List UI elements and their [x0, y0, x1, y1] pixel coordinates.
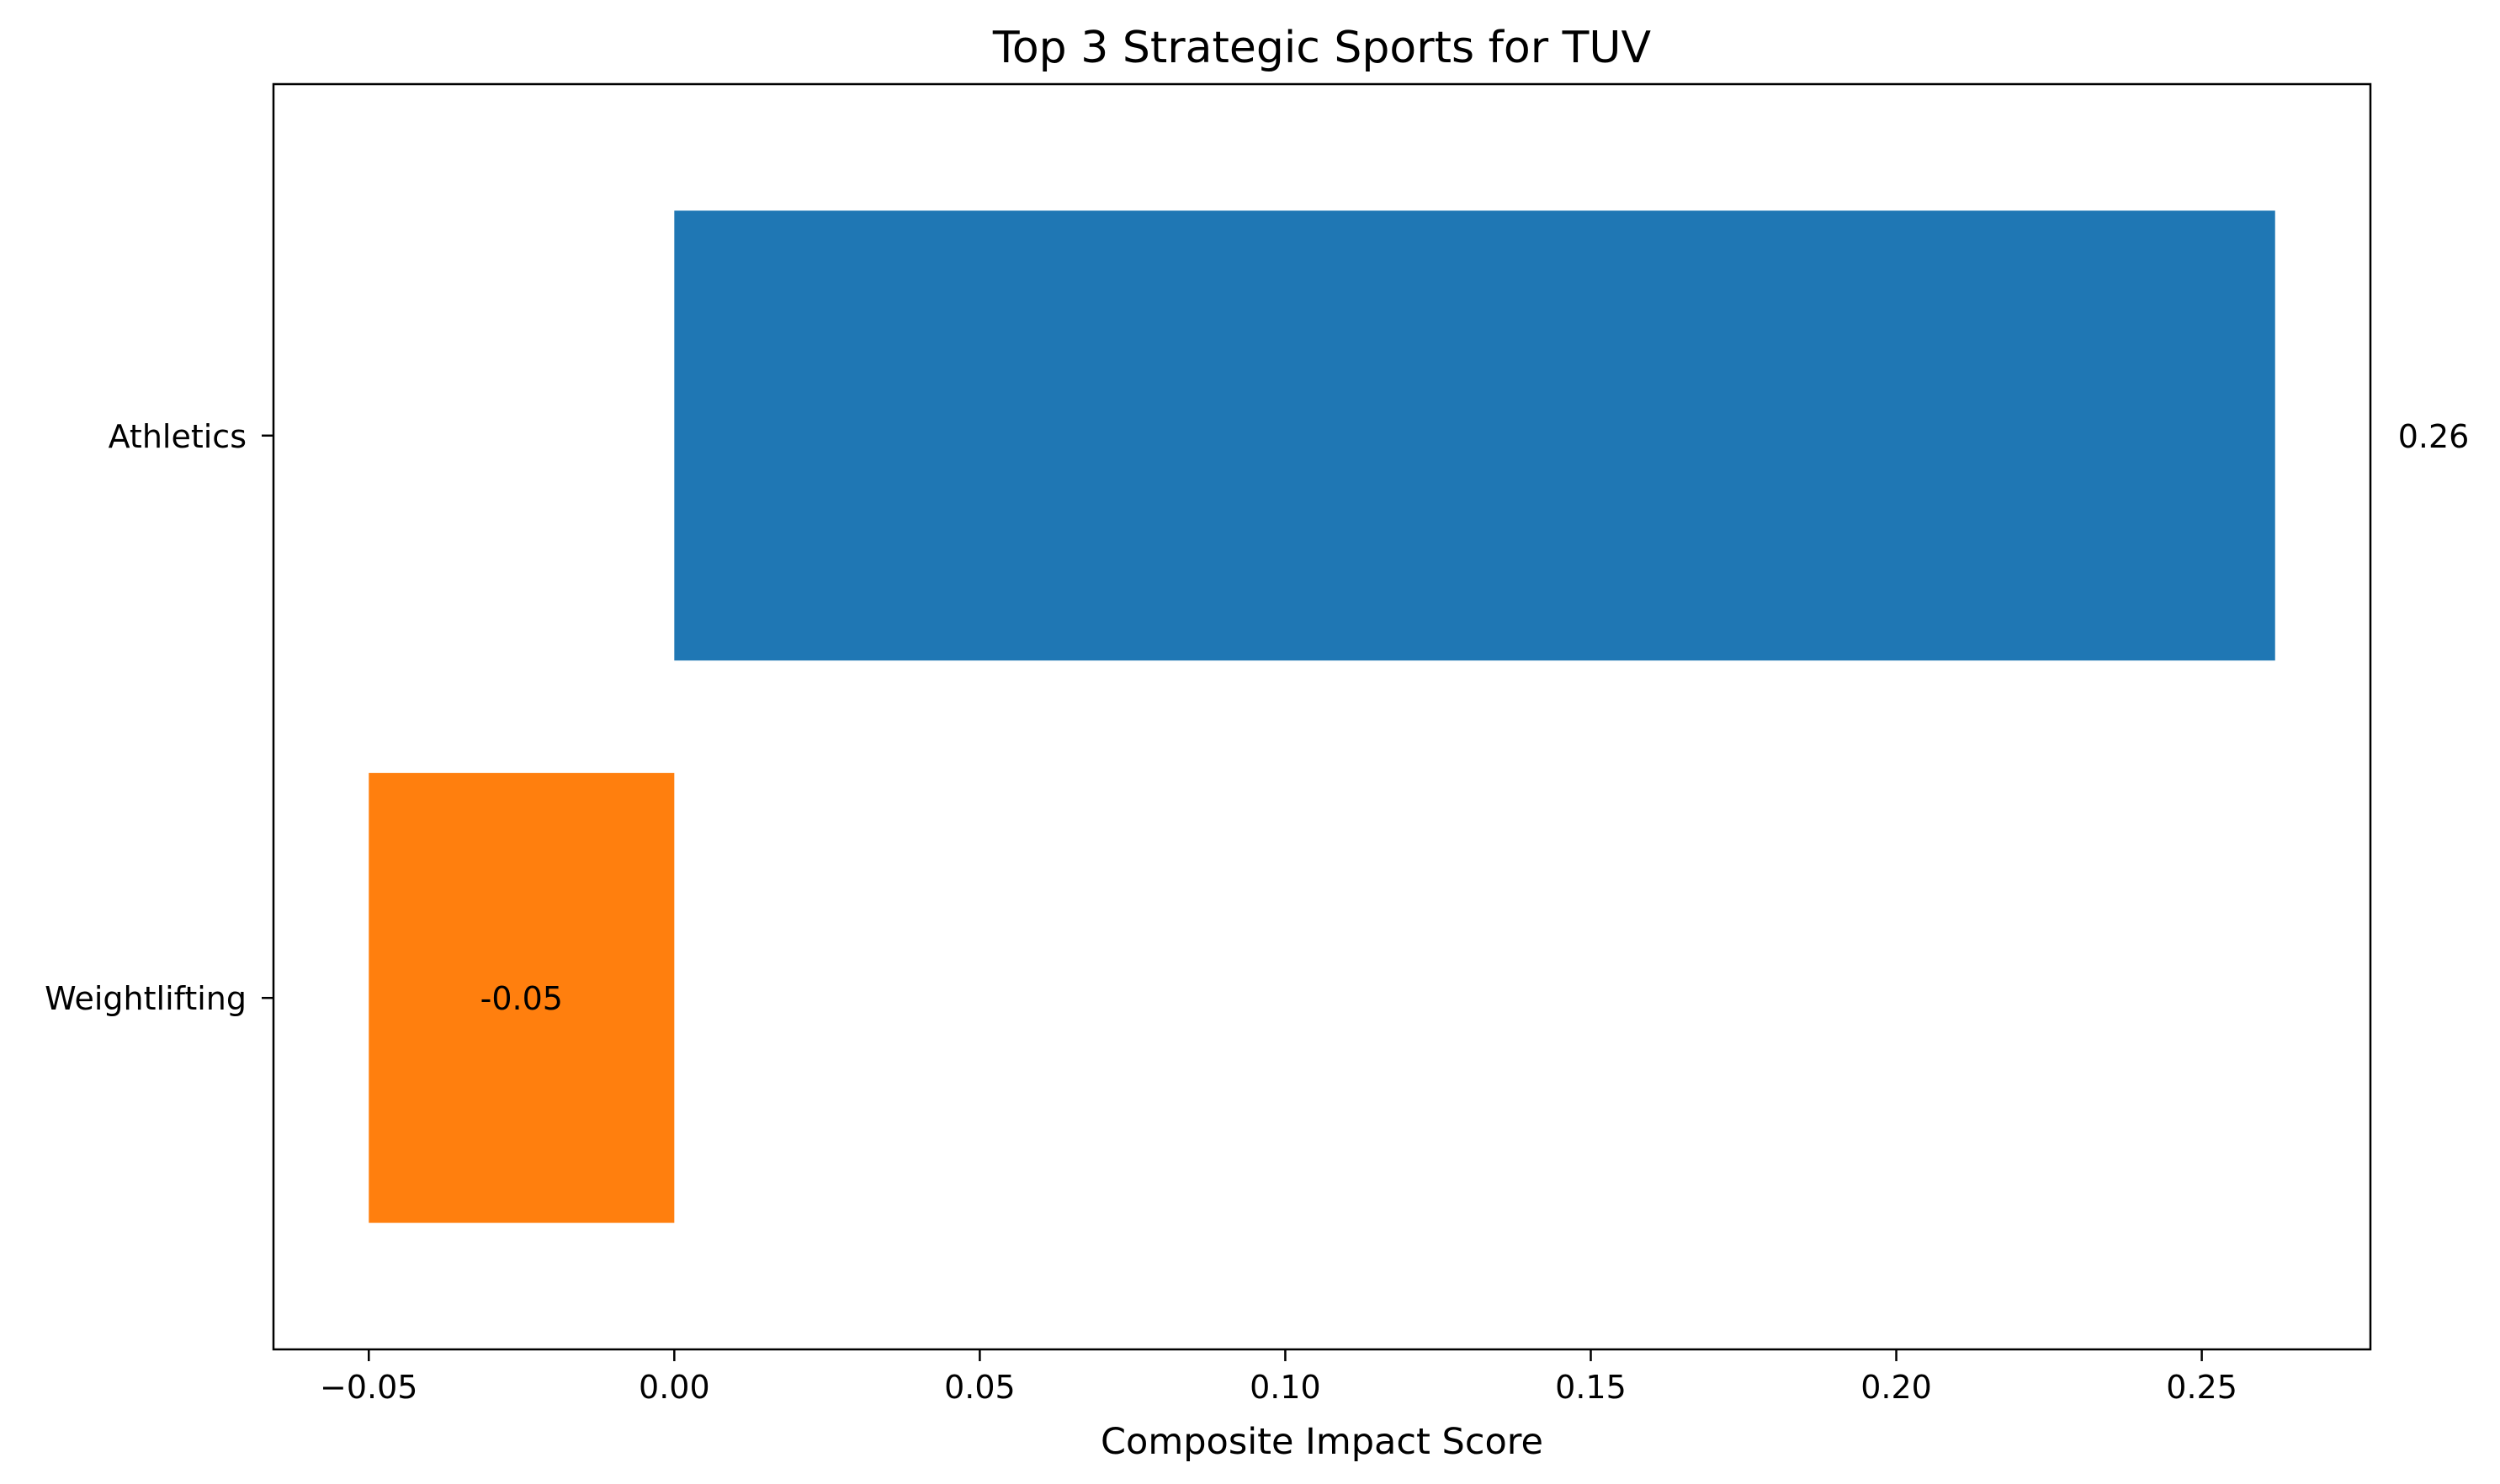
x-axis-label: Composite Impact Score: [1101, 1421, 1543, 1463]
x-tick-label: 0.10: [1250, 1369, 1321, 1406]
bar-value-label: 0.26: [2398, 418, 2470, 455]
chart-marks: Athletics 0.26 Weightlifting -0.05 −0.05 0.00…: [45, 210, 2469, 1406]
x-tick-label: 0.00: [639, 1369, 710, 1406]
bar-value-label: -0.05: [480, 980, 563, 1017]
y-tick-label: Athletics: [109, 418, 247, 455]
bar-athletics: [674, 210, 2275, 661]
plot-frame: [272, 82, 2372, 1351]
bar-weightlifting: [369, 772, 675, 1223]
chart-title: Top 3 Strategic Sports for TUV: [992, 23, 1652, 73]
x-tick-label: −0.05: [320, 1369, 417, 1406]
x-tick-label: 0.25: [2166, 1369, 2237, 1406]
x-tick-label: 0.15: [1555, 1369, 1627, 1406]
x-tick-label: 0.05: [944, 1369, 1016, 1406]
y-tick-label: Weightlifting: [45, 980, 247, 1017]
x-tick-label: 0.20: [1860, 1369, 1932, 1406]
